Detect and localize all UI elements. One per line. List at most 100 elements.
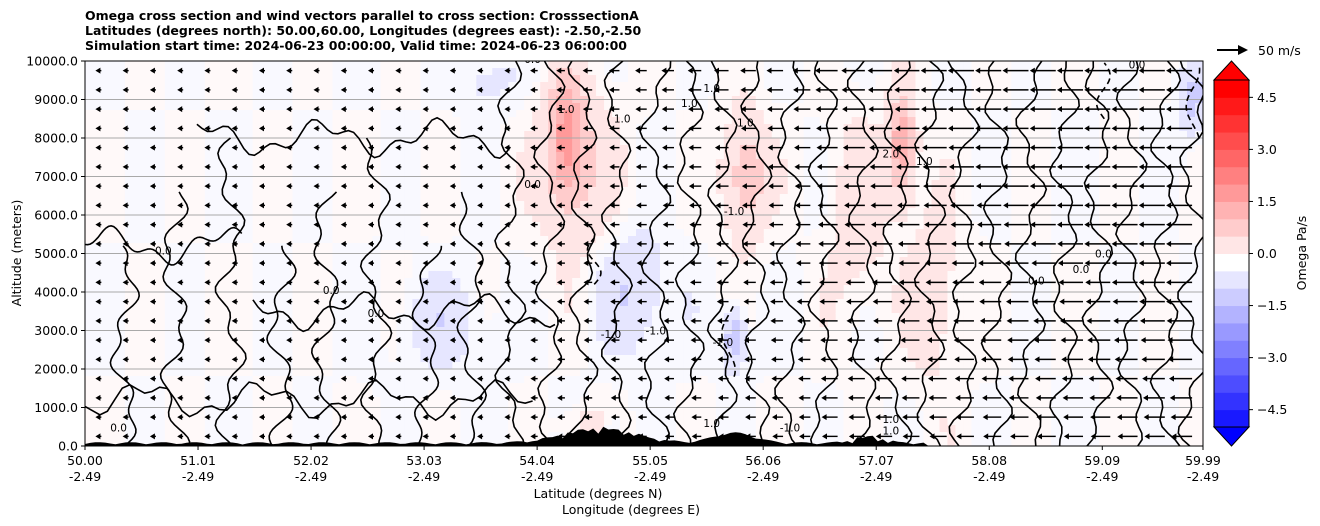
omega-cell bbox=[148, 334, 158, 342]
omega-cell bbox=[404, 411, 414, 419]
omega-cell bbox=[300, 187, 310, 195]
omega-cell bbox=[300, 117, 310, 125]
omega-cell bbox=[548, 159, 557, 167]
omega-cell bbox=[444, 131, 453, 139]
omega-cell bbox=[244, 362, 254, 370]
omega-cell bbox=[787, 187, 797, 195]
omega-cell bbox=[292, 439, 302, 446]
omega-cell bbox=[108, 208, 118, 216]
omega-cell bbox=[260, 313, 270, 321]
omega-cell bbox=[340, 285, 350, 293]
omega-cell bbox=[404, 243, 414, 251]
omega-cell bbox=[132, 152, 142, 160]
omega-cell bbox=[548, 75, 557, 83]
omega-cell bbox=[492, 208, 501, 216]
omega-cell bbox=[444, 257, 453, 265]
omega-cell bbox=[300, 201, 310, 209]
omega-cell bbox=[667, 383, 677, 391]
omega-cell bbox=[156, 390, 166, 398]
omega-cell bbox=[172, 313, 182, 321]
omega-cell bbox=[651, 61, 661, 69]
omega-cell bbox=[156, 355, 166, 363]
omega-cell bbox=[468, 82, 477, 90]
omega-cell bbox=[92, 348, 102, 356]
omega-cell bbox=[292, 418, 302, 426]
omega-cell bbox=[644, 236, 653, 244]
omega-cell bbox=[172, 159, 182, 167]
omega-cell bbox=[644, 348, 653, 356]
omega-cell bbox=[292, 89, 302, 97]
omega-cell bbox=[212, 75, 222, 83]
omega-cell bbox=[675, 411, 685, 419]
omega-cell bbox=[364, 222, 374, 230]
omega-cell bbox=[244, 222, 254, 230]
omega-cell bbox=[196, 355, 206, 363]
omega-cell bbox=[628, 201, 637, 209]
omega-cell bbox=[683, 334, 693, 342]
omega-cell bbox=[100, 425, 110, 433]
omega-cell bbox=[683, 215, 693, 223]
omega-cell bbox=[532, 383, 541, 391]
omega-cell bbox=[332, 68, 342, 76]
omega-cell bbox=[228, 362, 238, 370]
omega-cell bbox=[284, 180, 294, 188]
omega-cell bbox=[667, 257, 677, 265]
omega-cell bbox=[707, 159, 717, 167]
omega-cell bbox=[739, 355, 749, 363]
omega-cell bbox=[644, 425, 653, 433]
omega-cell bbox=[380, 138, 390, 146]
omega-cell bbox=[228, 145, 238, 153]
omega-cell bbox=[92, 292, 102, 300]
omega-cell bbox=[108, 439, 118, 446]
omega-cell bbox=[651, 376, 661, 384]
omega-cell bbox=[348, 397, 358, 405]
omega-cell bbox=[683, 222, 693, 230]
omega-cell bbox=[492, 61, 501, 69]
omega-cell bbox=[739, 103, 749, 111]
omega-cell bbox=[460, 194, 469, 202]
omega-cell bbox=[540, 390, 549, 398]
omega-cell bbox=[148, 369, 158, 377]
omega-cell bbox=[500, 355, 509, 363]
omega-cell bbox=[795, 376, 805, 384]
omega-cell bbox=[156, 229, 166, 237]
omega-cell bbox=[436, 411, 445, 419]
omega-cell bbox=[212, 439, 222, 446]
omega-cell bbox=[204, 341, 214, 349]
omega-cell bbox=[620, 166, 629, 174]
omega-cell bbox=[755, 61, 765, 69]
omega-cell bbox=[404, 131, 414, 139]
omega-cell bbox=[252, 313, 262, 321]
omega-cell bbox=[484, 341, 493, 349]
omega-cell bbox=[779, 348, 789, 356]
omega-cell bbox=[532, 131, 541, 139]
omega-cell bbox=[588, 292, 597, 300]
omega-cell bbox=[564, 222, 573, 230]
omega-cell bbox=[524, 299, 533, 307]
omega-cell bbox=[308, 159, 318, 167]
omega-cell bbox=[476, 341, 485, 349]
omega-cell bbox=[108, 348, 118, 356]
omega-cell bbox=[316, 355, 326, 363]
omega-cell bbox=[100, 313, 110, 321]
omega-cell bbox=[156, 397, 166, 405]
omega-cell bbox=[356, 208, 366, 216]
omega-cell bbox=[675, 103, 685, 111]
omega-cell bbox=[659, 180, 669, 188]
omega-cell bbox=[116, 75, 126, 83]
omega-cell bbox=[612, 68, 621, 76]
omega-cell bbox=[548, 348, 557, 356]
omega-cell bbox=[540, 145, 549, 153]
omega-cell bbox=[332, 418, 342, 426]
omega-cell bbox=[364, 117, 374, 125]
omega-cell bbox=[659, 334, 669, 342]
omega-cell bbox=[604, 292, 613, 300]
omega-cell bbox=[452, 236, 461, 244]
omega-cell bbox=[244, 432, 254, 440]
omega-cell bbox=[516, 271, 525, 279]
omega-cell bbox=[803, 299, 813, 307]
omega-cell bbox=[300, 271, 310, 279]
omega-cell bbox=[636, 390, 645, 398]
omega-cell bbox=[476, 110, 485, 118]
omega-cell bbox=[380, 348, 390, 356]
